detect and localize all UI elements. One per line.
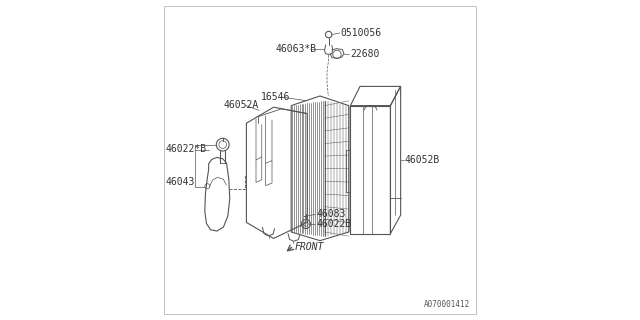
Text: 46043: 46043	[166, 177, 195, 188]
Text: 46063*B: 46063*B	[275, 44, 316, 54]
Text: 46022B: 46022B	[316, 219, 351, 229]
Text: 46052A: 46052A	[224, 100, 259, 110]
Text: 46022*B: 46022*B	[166, 144, 207, 154]
Text: 16546: 16546	[261, 92, 290, 102]
Text: 22680: 22680	[350, 49, 380, 59]
Text: A070001412: A070001412	[424, 300, 470, 309]
Text: FRONT: FRONT	[294, 242, 324, 252]
Text: 46052B: 46052B	[405, 155, 440, 165]
Text: 46083: 46083	[316, 209, 346, 220]
Text: 0510056: 0510056	[340, 28, 381, 38]
